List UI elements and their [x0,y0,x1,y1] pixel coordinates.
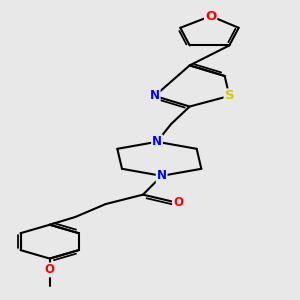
Text: O: O [173,196,183,209]
Text: O: O [45,263,55,276]
Text: O: O [205,10,216,22]
Text: N: N [152,135,162,148]
Text: S: S [224,89,234,102]
Text: N: N [157,169,167,182]
Text: N: N [150,89,160,102]
